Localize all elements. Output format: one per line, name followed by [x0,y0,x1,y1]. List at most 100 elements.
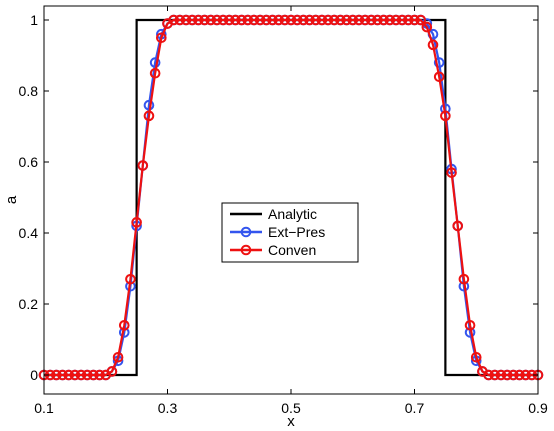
y-tick-label: 1 [30,12,38,28]
data-point [427,39,439,51]
data-point [180,14,192,26]
legend-swatch-marker [240,226,252,238]
data-point [353,14,365,26]
data-point [143,110,155,122]
data-point [118,320,130,331]
legend: Analytic Ext−Pres Conven [221,202,359,263]
data-point [440,110,451,122]
data-point [248,14,260,26]
data-point [51,369,62,381]
data-point [433,57,445,68]
data-point [520,369,531,381]
data-point [63,369,74,381]
x-axis-label: x [287,413,295,430]
data-point [69,369,81,381]
data-point [501,369,513,381]
data-point [57,369,68,381]
data-point [495,369,507,381]
data-point [75,369,87,381]
data-point [267,14,278,26]
data-point [112,351,124,363]
data-point [403,14,414,26]
y-tick-label: 0 [30,367,38,383]
legend-entry: Ext−Pres [230,224,325,240]
data-point [304,14,315,26]
data-point [483,369,494,381]
data-point [433,71,445,83]
data-point [168,14,179,26]
data-point [347,14,359,26]
data-point [384,14,396,26]
x-tick-label: 0.9 [528,400,548,416]
data-point [372,14,383,26]
x-tick-label: 0.5 [281,400,301,416]
data-point [199,14,210,26]
data-point [205,14,217,26]
plot-area [44,6,538,394]
data-point [452,220,464,232]
data-point [298,14,309,26]
data-point [291,14,303,26]
data-point [310,14,322,26]
data-point [186,14,198,26]
data-point [223,14,235,26]
data-point [236,14,247,26]
data-point [131,217,142,228]
data-point [396,14,408,26]
y-tick-label: 0.2 [19,296,39,312]
data-point [464,320,476,331]
data-point [508,369,519,381]
legend-entry: Conven [230,242,316,258]
legend-swatch-marker [240,244,252,256]
data-point [409,14,420,26]
data-point [149,67,161,79]
data-point [156,32,167,44]
data-point [470,351,482,363]
data-point [106,366,118,377]
y-tick-label: 0.4 [19,225,39,241]
data-point [335,14,346,26]
data-point [316,14,328,26]
y-tick-label: 0.6 [19,154,39,170]
x-tick-label: 0.3 [158,400,178,416]
data-point [94,369,105,381]
data-point [285,14,297,26]
data-point [390,14,402,26]
data-point [273,14,284,26]
series-line [44,18,538,377]
legend-label: Analytic [268,206,317,222]
data-point [421,21,433,33]
y-tick-label: 0.8 [19,83,39,99]
data-point [81,369,93,381]
y-axis-label: a [3,195,20,204]
data-point [279,14,291,26]
x-tick-label: 0.7 [405,400,425,416]
legend-label: Ext−Pres [268,224,325,240]
data-point [230,14,241,26]
data-point [514,369,525,381]
data-point [242,14,254,26]
legend-label: Conven [268,242,316,258]
x-tick-label: 0.1 [34,400,54,416]
series-conven [38,14,544,381]
legend-entry: Analytic [230,206,317,222]
data-point [446,167,457,178]
data-point [88,369,99,381]
data-point [137,160,149,171]
data-point [261,14,272,26]
data-point [489,369,501,381]
ticks-layer: 0.1 0.3 0.5 0.7 0.9 0 0.2 0.4 0.6 0.8 1 [19,6,548,416]
data-point [125,273,136,285]
data-point [174,14,186,26]
data-point [322,14,334,26]
data-point [254,14,266,26]
data-point [458,273,470,285]
data-point [365,14,377,26]
data-point [359,14,371,26]
data-point [328,14,340,26]
data-point [378,14,389,26]
data-point [341,14,352,26]
data-point [217,14,229,26]
series-layer [38,14,544,381]
